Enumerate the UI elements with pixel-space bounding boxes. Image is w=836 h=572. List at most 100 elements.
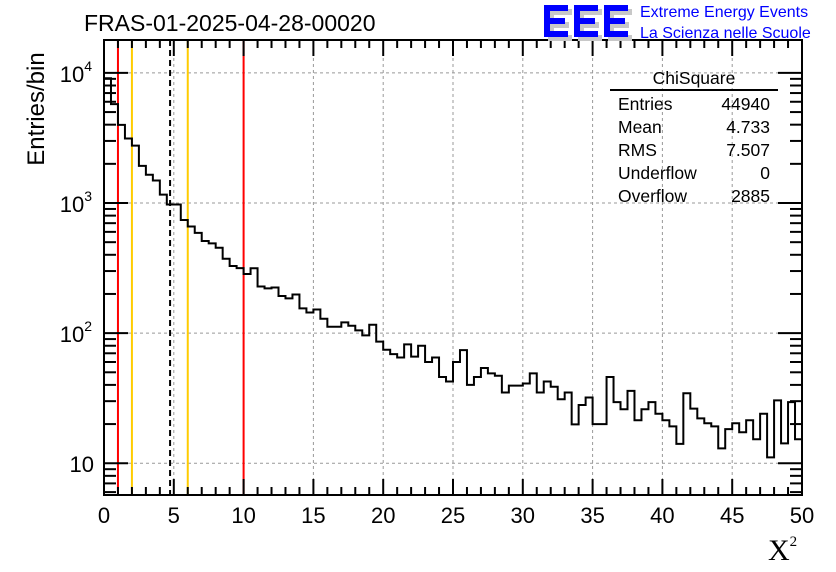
logo-letter-e xyxy=(608,9,632,41)
x-tick-label: 20 xyxy=(371,503,395,528)
histogram-bin xyxy=(621,409,628,495)
histogram-line xyxy=(104,77,802,459)
logo-letter-stroke xyxy=(574,31,598,37)
logo-line-2: La Scienza nelle Scuole xyxy=(640,25,811,42)
logo-letter-stroke xyxy=(548,9,572,15)
x-tick-label: 15 xyxy=(301,503,325,528)
histogram-bin xyxy=(697,418,704,495)
histogram-bin xyxy=(669,426,676,495)
y-axis-label: Entries/bin xyxy=(23,52,50,166)
histogram-bin xyxy=(313,309,320,495)
histogram-bin xyxy=(411,357,418,495)
histogram-bin xyxy=(146,175,153,495)
stats-value: 4.733 xyxy=(726,117,770,137)
histogram-bin xyxy=(153,180,160,495)
histogram-bin xyxy=(634,420,641,495)
logo-letter-stroke xyxy=(578,9,602,15)
stats-row-underflow: Underflow 0 xyxy=(610,163,778,186)
histogram-bin xyxy=(355,330,362,495)
logo-letter-stroke xyxy=(604,31,628,37)
histogram-bin xyxy=(125,139,132,495)
histogram-bin xyxy=(530,373,537,495)
histogram-bin xyxy=(111,104,118,495)
stats-label: Entries xyxy=(618,94,673,114)
x-tick-label: 35 xyxy=(580,503,604,528)
histogram-bin xyxy=(292,295,299,495)
histogram-bin xyxy=(676,444,683,495)
histogram-bin xyxy=(711,426,718,495)
histogram-bin xyxy=(265,288,272,495)
histogram-bin xyxy=(704,423,711,495)
histogram-bin xyxy=(460,350,467,495)
stats-title: ChiSquare xyxy=(610,68,778,91)
histogram-bin xyxy=(572,424,579,495)
histogram-bin xyxy=(348,326,355,495)
y-tick-label: 103 xyxy=(60,188,92,217)
stats-label: Mean xyxy=(618,117,662,137)
logo-letter-stroke xyxy=(544,18,565,24)
histogram-bin xyxy=(795,439,802,495)
histogram-bin xyxy=(509,386,516,495)
y-tick-exponent: 3 xyxy=(84,188,92,204)
x-tick-label: 25 xyxy=(441,503,465,528)
histogram-bin xyxy=(474,377,481,495)
logo-letter-stroke xyxy=(608,9,632,15)
x-tick-label: 45 xyxy=(720,503,744,528)
logo-letter-stroke xyxy=(608,22,629,28)
histogram-bin xyxy=(425,362,432,495)
histogram-bin xyxy=(272,288,279,495)
histogram-bin xyxy=(404,344,411,495)
histogram-bin xyxy=(641,409,648,495)
logo-letter-stroke xyxy=(578,35,602,41)
histogram-bin xyxy=(279,296,286,495)
histogram-bin xyxy=(376,342,383,495)
stats-label: RMS xyxy=(618,140,657,160)
eee-logo-mark xyxy=(544,5,632,41)
histogram-bin xyxy=(258,287,265,495)
histogram-bin xyxy=(341,322,348,495)
stats-row-entries: Entries 44940 xyxy=(610,94,778,117)
histogram-bin xyxy=(488,373,495,495)
histogram-bin xyxy=(160,195,167,495)
logo-letter-e xyxy=(574,5,598,37)
logo-letter-stroke xyxy=(544,31,568,37)
histogram-bin xyxy=(537,392,544,495)
histogram-bin xyxy=(579,405,586,495)
logo-letter-stroke xyxy=(548,35,572,41)
y-tick-exponent: 2 xyxy=(84,318,92,334)
stats-label: Overflow xyxy=(618,186,688,206)
histogram-bin xyxy=(628,391,635,495)
histogram-bin xyxy=(223,259,230,495)
histogram-bin xyxy=(453,362,460,495)
histogram-bin xyxy=(237,268,244,495)
histogram-bin xyxy=(174,204,181,495)
histogram-bin xyxy=(202,241,209,495)
histogram-bin xyxy=(362,335,369,495)
histogram-bin xyxy=(662,420,669,495)
histogram-bin xyxy=(516,386,523,495)
histogram-bin xyxy=(760,414,767,495)
y-tick-base: 10 xyxy=(60,192,84,217)
x-tick-label: 0 xyxy=(98,503,110,528)
logo-letter-stroke xyxy=(604,5,628,11)
logo-letter-stroke xyxy=(544,5,568,11)
histogram-bin xyxy=(565,392,572,495)
y-tick-base: 10 xyxy=(70,452,94,477)
histogram-bin xyxy=(439,377,446,495)
stats-box: ChiSquare Entries 44940 Mean 4.733 RMS 7.50… xyxy=(610,68,778,209)
histogram-bin xyxy=(390,354,397,495)
histogram-bin xyxy=(781,443,788,495)
histogram-bin xyxy=(788,402,795,495)
histogram-bin xyxy=(544,381,551,495)
histogram-bin xyxy=(209,243,216,495)
y-tick-label: 102 xyxy=(60,318,92,347)
histogram-bin xyxy=(718,448,725,495)
histogram-bin xyxy=(523,384,530,495)
histogram-bin xyxy=(655,414,662,495)
histogram-bin xyxy=(551,387,558,495)
histogram-bin xyxy=(299,308,306,495)
histogram-bin xyxy=(593,424,600,495)
x-axis-label: X2 xyxy=(768,534,797,568)
histogram-bin xyxy=(306,313,313,495)
histogram-bin xyxy=(216,248,223,495)
